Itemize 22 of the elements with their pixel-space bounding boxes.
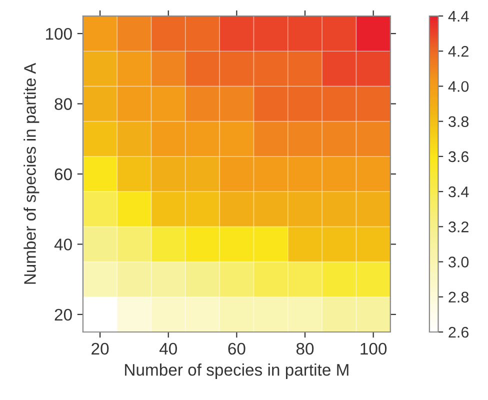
- x-tick-label: 60: [228, 342, 246, 355]
- x-axis-title: Number of species in partite M: [125, 364, 348, 380]
- x-tick-label: 100: [360, 342, 387, 355]
- color-bar-label: 4.2: [448, 46, 468, 57]
- y-tick-label: 40: [54, 238, 72, 250]
- x-tick-label: 20: [92, 342, 109, 355]
- y-axis-title: Number of species in partite A: [24, 62, 40, 284]
- color-bar-label: 3.0: [448, 256, 469, 268]
- color-bar-label: 3.8: [448, 116, 469, 128]
- color-bar-label: 2.8: [448, 292, 469, 303]
- y-tick-label: 100: [46, 28, 72, 40]
- color-bar-label: 2.6: [448, 326, 469, 338]
- color-bar-label: 3.6: [448, 151, 469, 162]
- y-tick-label: 60: [54, 168, 72, 180]
- x-tick-label: 40: [159, 342, 177, 355]
- color-bar-label: 4.4: [448, 11, 469, 22]
- color-bar-label: 3.2: [448, 222, 468, 232]
- y-tick-label: 80: [54, 98, 72, 110]
- x-tick-label: 80: [296, 342, 314, 355]
- color-bar-label: 3.4: [448, 186, 469, 198]
- y-tick-label: 20: [54, 308, 72, 321]
- color-bar-label: 4.0: [448, 81, 469, 92]
